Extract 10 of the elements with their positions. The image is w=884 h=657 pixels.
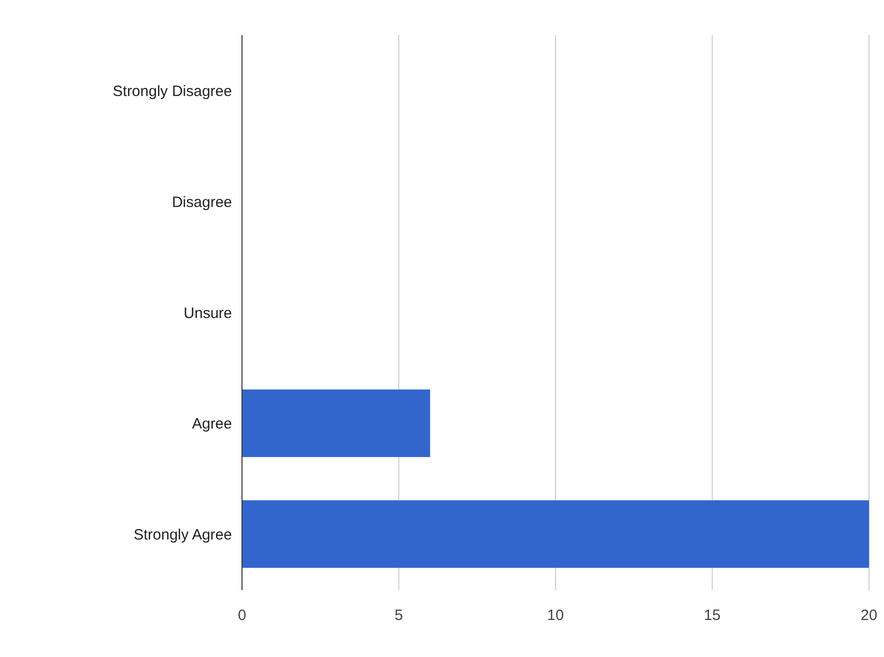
y-tick-label: Strongly Agree (134, 526, 232, 544)
x-tick-label: 0 (238, 607, 246, 624)
y-tick-label: Agree (192, 416, 232, 433)
x-tick-label: 15 (704, 607, 721, 624)
y-tick-label: Disagree (172, 194, 232, 211)
x-tick-label: 10 (547, 607, 564, 624)
x-tick-label: 20 (860, 607, 878, 624)
y-tick-label: Strongly Disagree (112, 83, 232, 100)
y-tick-label: Unsure (184, 304, 232, 322)
x-tick-label: 5 (394, 607, 403, 624)
